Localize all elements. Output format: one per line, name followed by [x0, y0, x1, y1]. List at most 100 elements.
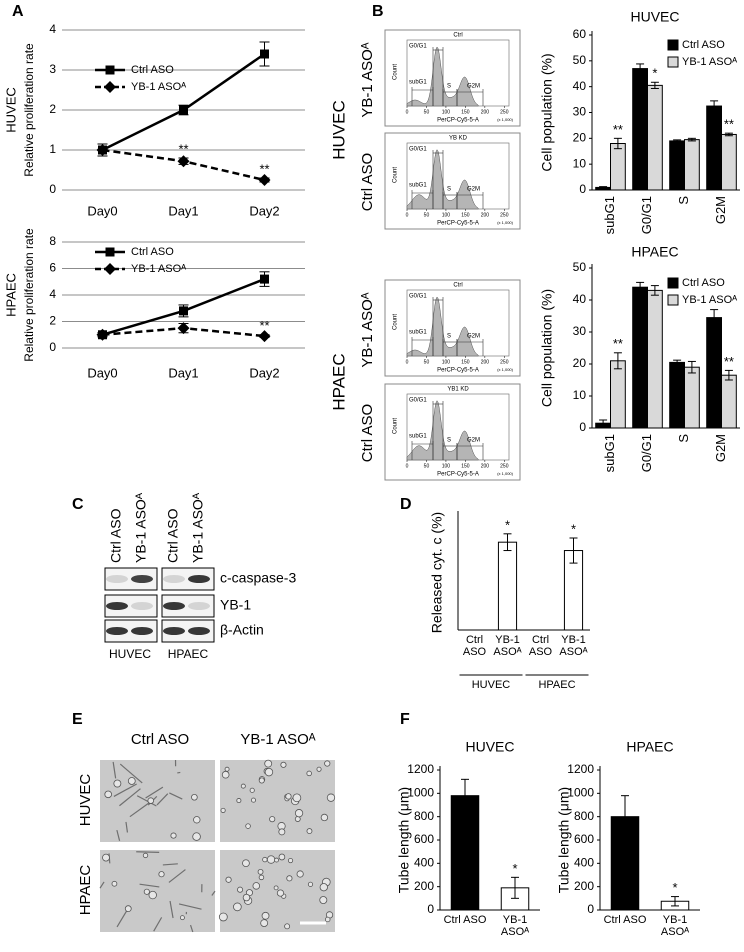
error-bar [650, 285, 659, 296]
micrograph-cell [218, 912, 228, 922]
y-axis-label: Tube length (μm) [556, 787, 572, 893]
y-tick-label: 20 [573, 356, 587, 370]
micrograph-cell [278, 853, 286, 861]
x-tick-label: Day1 [168, 365, 198, 380]
flow-tick-label: 150 [461, 212, 470, 218]
category-label-box: YB-1 ASOᴬ [500, 914, 530, 938]
category-label-box: YB-1 ASOᴬ [559, 634, 587, 658]
micrograph-cell [158, 871, 165, 878]
micrograph-tube [129, 801, 152, 818]
error-bar [636, 281, 645, 293]
gate-label: G0/G1 [409, 147, 427, 153]
micrograph-cell [111, 880, 118, 887]
chart-title: HPAEC [3, 273, 18, 317]
significance-label: * [652, 66, 657, 81]
x-tick-label: Day1 [168, 203, 198, 218]
flow-tick-label: 50 [424, 109, 430, 115]
bar [610, 360, 626, 429]
x-tick-label: YB-1 ASOᴬ [500, 914, 530, 938]
error-bar [673, 139, 682, 143]
legend-marker [105, 65, 115, 75]
legend-label: Ctrl ASO [131, 246, 174, 258]
x-tick-label: Day2 [249, 203, 279, 218]
y-tick-label: 600 [414, 832, 434, 846]
x-tick-label: Ctrl ASO [603, 914, 647, 926]
x-tick-label: Ctrl ASO [443, 914, 487, 926]
gate-label: G2M [467, 84, 480, 90]
gate-label: G0/G1 [409, 398, 427, 404]
micrograph-tube [169, 792, 183, 800]
y-tick-label: 40 [573, 292, 587, 306]
blot-cell-line: HUVEC [109, 647, 151, 661]
category-label-box: Ctrl ASO [463, 634, 486, 658]
point [179, 306, 188, 316]
micrograph-tube [113, 783, 137, 797]
bar [632, 286, 649, 429]
gate-label: G2M [467, 438, 480, 444]
micrograph-cell [274, 857, 279, 863]
error-bar [636, 63, 645, 74]
flow-x-label: PerCP-Cy5-5-A [437, 368, 479, 374]
significance-label: ** [259, 161, 269, 176]
row-label: HPAEC [329, 353, 348, 410]
panel-letter: D [400, 496, 412, 513]
micrograph-cell [319, 896, 328, 905]
y-tick-label: 0 [579, 182, 586, 196]
micrograph-cell [242, 893, 251, 902]
micrograph-cell [285, 793, 292, 800]
micrograph-cell [221, 770, 230, 779]
legend-swatch [667, 294, 679, 306]
flow-tick-label: 100 [442, 463, 451, 469]
flow-tick-label: 200 [481, 109, 490, 115]
category-label-box: YB-1 ASOᴬ [661, 914, 689, 938]
chart-title: HUVEC [3, 87, 18, 133]
micrograph-cell [316, 766, 322, 772]
legend-label: YB-1 ASOᴬ [682, 56, 737, 68]
flow-tick-label: 50 [424, 463, 430, 469]
significance-label: ** [613, 122, 623, 137]
blot-band [106, 575, 128, 583]
micrograph-cell [264, 767, 274, 777]
flow-y-label: Count [393, 418, 399, 434]
point [96, 328, 109, 341]
micrograph-cell [306, 770, 312, 777]
micrograph-cell [242, 859, 250, 868]
blot-band [131, 627, 153, 635]
bar [706, 105, 723, 191]
chart-title: HUVEC [630, 9, 679, 25]
y-tick-label: 1000 [567, 786, 594, 800]
blot-band [106, 602, 128, 610]
x-tick-label: G2M [713, 196, 728, 224]
flow-plot-title: Ctrl [453, 283, 462, 289]
legend-label: Ctrl ASO [131, 64, 174, 76]
error-bar [569, 537, 578, 564]
y-tick-label: 400 [414, 856, 434, 870]
y-tick-label: 4 [49, 287, 56, 301]
point [177, 322, 190, 335]
micrograph-tube [178, 903, 202, 910]
micrograph-cell [237, 886, 244, 893]
legend-swatch [667, 39, 679, 51]
micrograph-cell [266, 855, 276, 864]
micrograph-tube [177, 771, 181, 774]
micrograph-cell [257, 868, 264, 875]
micrograph-cell [269, 816, 276, 823]
y-tick-label: 50 [573, 53, 587, 67]
micrograph-cell [307, 881, 314, 887]
y-tick-label: 2 [49, 102, 56, 116]
error-bar [724, 132, 733, 137]
significance-label: * [512, 861, 517, 876]
significance-label: ** [724, 117, 734, 132]
blot-band [163, 602, 185, 610]
blot-frame [104, 594, 158, 618]
gate-label: subG1 [409, 80, 427, 86]
y-tick-label: 0 [49, 340, 56, 354]
error-bar [710, 309, 719, 327]
flow-tick-label: 100 [442, 359, 451, 365]
gate-label: S [447, 334, 451, 340]
significance-label: ** [613, 336, 623, 351]
micrograph-tube [116, 910, 128, 928]
panel-letter: F [400, 711, 410, 728]
flow-plot-title: YB1 KD [447, 387, 469, 393]
error-bar [650, 81, 659, 89]
